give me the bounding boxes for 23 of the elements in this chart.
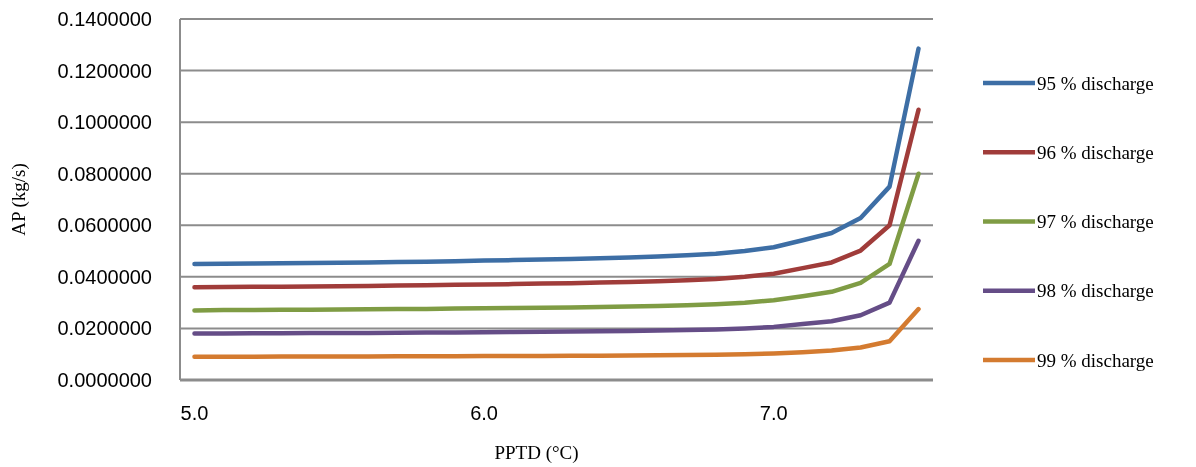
y-tick-label: 0.1400000 xyxy=(57,8,152,30)
line-series xyxy=(192,171,921,313)
legend-label: 98 % discharge xyxy=(1037,280,1154,302)
y-tick-label: 0.0000000 xyxy=(57,369,152,391)
x-tick-label: 5.0 xyxy=(180,402,209,424)
y-tick-label: 0.1200000 xyxy=(57,59,152,82)
y-tick-label: 0.0800000 xyxy=(57,162,152,185)
legend-label: 95 % discharge xyxy=(1037,72,1154,94)
y-tick-label: 0.0200000 xyxy=(57,317,152,340)
line-series xyxy=(192,238,921,336)
x-tick-label: 7.0 xyxy=(759,402,788,424)
y-tick-label: 0.0600000 xyxy=(57,214,152,237)
legend-label: 97 % discharge xyxy=(1037,211,1154,232)
y-tick-label: 0.1000000 xyxy=(57,111,152,134)
line-series xyxy=(192,107,921,290)
legend-label: 99 % discharge xyxy=(1037,349,1154,371)
y-tick-label: 0.0400000 xyxy=(57,265,152,288)
line-series xyxy=(192,46,921,267)
line-series xyxy=(192,306,921,360)
x-axis-title: PPTD (°C) xyxy=(494,441,579,464)
y-axis-title: AP (kg/s) xyxy=(7,163,30,236)
legend-label: 96 % discharge xyxy=(1037,141,1154,163)
x-tick-label: 6.0 xyxy=(470,402,498,424)
